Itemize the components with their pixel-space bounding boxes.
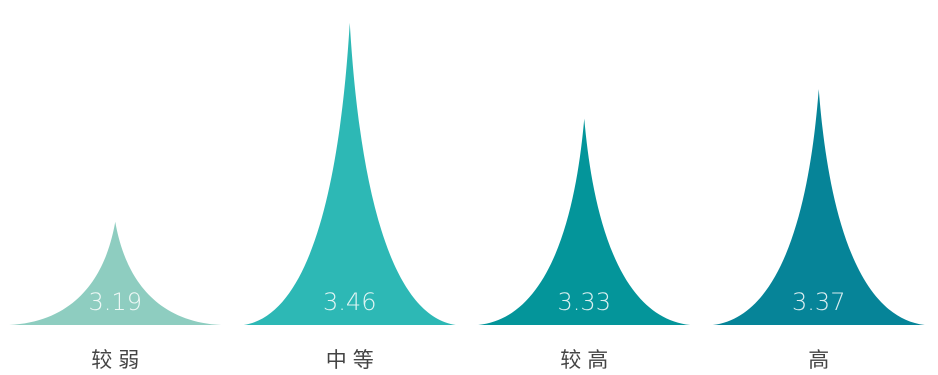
category-label-4: 高 — [808, 348, 835, 372]
value-label-1: 3.19 — [89, 288, 142, 316]
spike-bar-3 — [478, 118, 691, 326]
category-label-1: 较弱 — [91, 348, 145, 372]
spikes-layer — [9, 22, 925, 326]
spike-bar-1 — [9, 221, 222, 325]
value-label-2: 3.46 — [323, 288, 376, 316]
category-label-3: 较高 — [560, 348, 614, 372]
value-label-4: 3.37 — [792, 288, 845, 316]
category-labels-layer: 较弱 中等 较高 高 — [91, 348, 835, 372]
spike-bar-4 — [712, 89, 925, 326]
value-labels-layer: 3.19 3.46 3.33 3.37 — [89, 288, 846, 316]
spike-bar-2 — [243, 22, 456, 325]
category-label-2: 中等 — [326, 348, 380, 372]
value-label-3: 3.33 — [558, 288, 611, 316]
